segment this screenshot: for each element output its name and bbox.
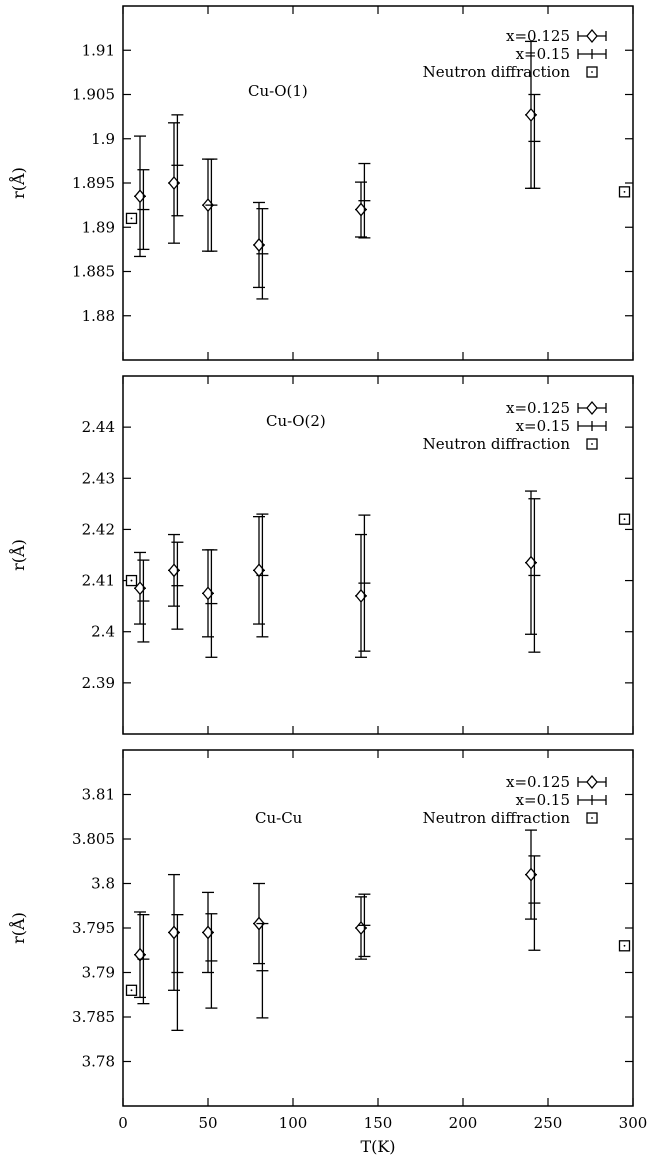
- legend-marker-diamond: [586, 28, 598, 44]
- legend-label: x=0.125: [506, 773, 570, 791]
- data-point-square-dot: [130, 217, 133, 220]
- y-tick-label: 3.795: [72, 919, 115, 937]
- y-tick-label: 2.41: [82, 572, 115, 590]
- legend-marker-square-dot: [591, 443, 593, 445]
- series-x-0-125: [134, 829, 537, 999]
- data-point-square-dot: [623, 190, 626, 193]
- y-tick-label: 2.43: [82, 469, 115, 487]
- series-x-0-15: [137, 498, 541, 658]
- legend-marker-square-dot: [591, 817, 593, 819]
- legend-marker-square-dot: [591, 71, 593, 73]
- data-point-square-dot: [130, 989, 133, 992]
- panel-cu-cu: 3.78 3.785 3.79 3.795 3.8 3.805 3.81 0 50 100 150 2…: [8, 749, 648, 1156]
- legend-label: x=0.125: [506, 27, 570, 45]
- y-tick-label: 3.81: [82, 786, 115, 804]
- y-tick-label: 1.91: [82, 41, 115, 59]
- y-tick-label: 1.885: [72, 263, 115, 281]
- y-tick-label: 1.9: [91, 130, 115, 148]
- y-tick-label: 3.805: [72, 830, 115, 848]
- data-point-square-dot: [623, 518, 626, 521]
- y-tick-label: 3.8: [91, 875, 115, 893]
- x-tick-label: 0: [118, 1114, 128, 1132]
- legend-label: x=0.125: [506, 399, 570, 417]
- y-axis-title: r(Å): [8, 167, 28, 199]
- series-neutron-diffraction: [125, 513, 631, 587]
- panel-annotation: Cu-O(1): [248, 82, 308, 100]
- series-neutron-diffraction: [125, 186, 631, 225]
- legend-label: x=0.15: [516, 45, 570, 63]
- data-point-square-dot: [623, 944, 626, 947]
- panel-cu-o2: 2.39 2.4 2.41 2.42 2.43 2.44 r(Å) Cu-O(2) x=0.12…: [8, 375, 634, 735]
- y-tick-label: 2.39: [82, 674, 115, 692]
- y-tick-label: 1.905: [72, 86, 115, 104]
- y-axis-title: r(Å): [8, 539, 28, 571]
- y-tick-label: 2.44: [82, 418, 115, 436]
- y-tick-label: 3.79: [82, 964, 115, 982]
- x-tick-label: 100: [279, 1114, 308, 1132]
- y-tick-label: 1.88: [82, 307, 115, 325]
- legend-marker-diamond: [586, 400, 598, 416]
- y-tick-label: 3.785: [72, 1008, 115, 1026]
- y-tick-label: 1.895: [72, 174, 115, 192]
- x-tick-label: 300: [619, 1114, 648, 1132]
- legend-label: Neutron diffraction: [423, 63, 571, 81]
- series-x-0-15: [137, 93, 541, 300]
- legend-label: x=0.15: [516, 417, 570, 435]
- panel-cu-o1: 1.88 1.885 1.89 1.895 1.9 1.905 1.91 r(Å) Cu-O(1…: [8, 5, 634, 361]
- y-tick-label: 2.4: [91, 623, 115, 641]
- y-tick-label: 3.78: [82, 1053, 115, 1071]
- x-axis-title: T(K): [360, 1137, 395, 1156]
- series-x-0-125: [134, 490, 537, 658]
- x-tick-label: 250: [534, 1114, 563, 1132]
- panel-annotation: Cu-O(2): [266, 412, 326, 430]
- series-neutron-diffraction: [125, 940, 631, 996]
- legend-label: Neutron diffraction: [423, 435, 571, 453]
- x-tick-label: 200: [449, 1114, 478, 1132]
- series-x-0-15: [137, 855, 541, 1031]
- legend-label: x=0.15: [516, 791, 570, 809]
- panel-annotation: Cu-Cu: [255, 809, 303, 827]
- x-tick-label: 150: [364, 1114, 393, 1132]
- legend-marker-diamond: [586, 774, 598, 790]
- legend-label: Neutron diffraction: [423, 809, 571, 827]
- y-tick-label: 1.89: [82, 218, 115, 236]
- x-tick-label: 50: [198, 1114, 217, 1132]
- y-tick-label: 2.42: [82, 520, 115, 538]
- data-point-square-dot: [130, 579, 133, 582]
- y-axis-title: r(Å): [8, 912, 28, 944]
